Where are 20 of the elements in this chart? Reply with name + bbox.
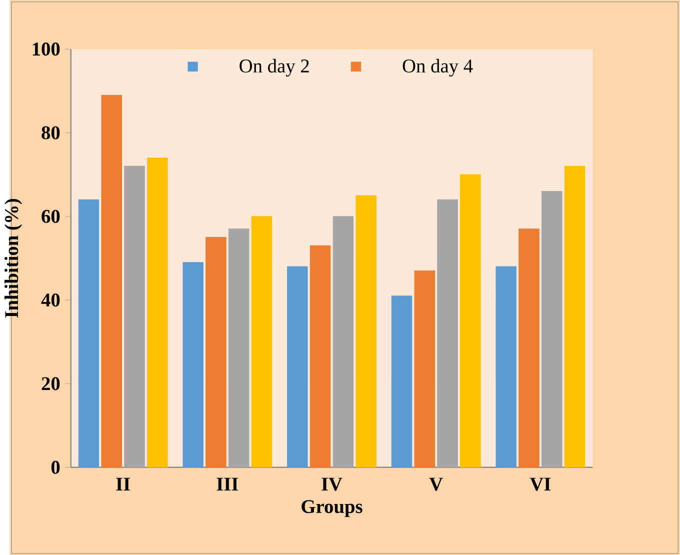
bar <box>147 157 168 468</box>
y-tick-label: 40 <box>41 293 60 306</box>
y-tick-label: 100 <box>32 42 60 56</box>
y-tick-label: 80 <box>42 126 60 140</box>
y-axis-title: Inhibition (%) <box>4 198 22 318</box>
bar <box>356 194 376 468</box>
bar <box>251 216 272 468</box>
x-tick-label: II <box>116 478 130 490</box>
x-tick-label: VI <box>530 478 551 491</box>
y-tick-label: 60 <box>42 210 60 223</box>
x-tick-label: V <box>429 478 443 491</box>
legend-label: On day 2 <box>240 58 309 76</box>
x-tick-label: IV <box>322 478 342 491</box>
legend-label: On day 4 <box>402 58 473 76</box>
y-tick-label: 20 <box>42 376 60 390</box>
bar <box>460 174 481 468</box>
x-tick-label: III <box>216 478 238 490</box>
y-tick-label: 0 <box>51 460 60 474</box>
x-axis-title: Groups <box>302 500 362 517</box>
bar <box>564 166 586 468</box>
